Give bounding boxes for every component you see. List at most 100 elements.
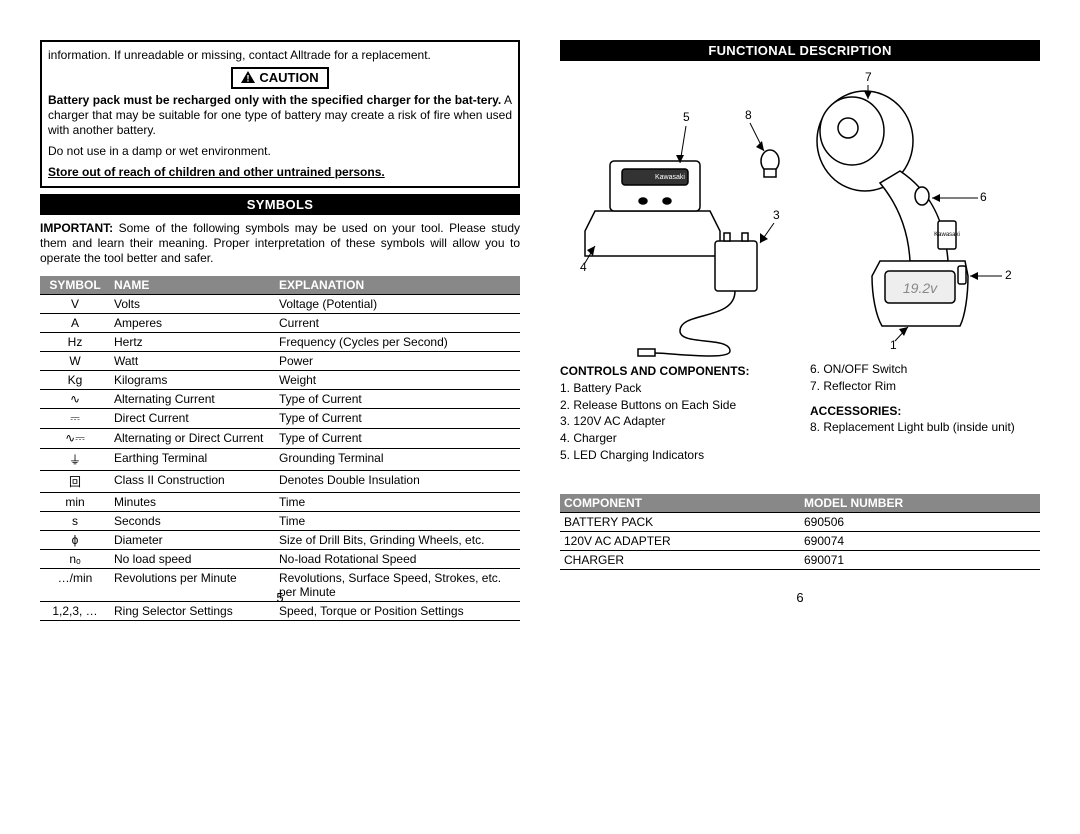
cell-explanation: Grounding Terminal [275,449,520,471]
cell-symbol: V [40,295,110,314]
cell-explanation: Size of Drill Bits, Grinding Wheels, etc… [275,531,520,550]
th-explanation: EXPLANATION [275,276,520,295]
cell-name: Diameter [110,531,275,550]
cell-name: No load speed [110,550,275,569]
cell-explanation: Weight [275,371,520,390]
table-row: WWattPower [40,352,520,371]
caution-line2: Do not use in a damp or wet environment. [48,144,512,159]
table-row: ⎓Direct CurrentType of Current [40,409,520,429]
cell-explanation: Frequency (Cycles per Second) [275,333,520,352]
warning-icon: ! [241,71,255,86]
list-item: 6. ON/OFF Switch [810,361,1040,378]
cell-component: CHARGER [560,550,800,569]
functional-header: FUNCTIONAL DESCRIPTION [560,40,1040,61]
table-row: BATTERY PACK690506 [560,512,1040,531]
cell-symbol: Kg [40,371,110,390]
table-row: VVoltsVoltage (Potential) [40,295,520,314]
cell-explanation: Time [275,493,520,512]
list-item: 3. 120V AC Adapter [560,413,790,430]
caution-box: information. If unreadable or missing, c… [40,40,520,188]
th-symbol: SYMBOL [40,276,110,295]
accessories-heading: ACCESSORIES: [810,403,1040,420]
th-name: NAME [110,276,275,295]
cell-symbol: s [40,512,110,531]
svg-text:19.2v: 19.2v [903,280,938,296]
info-line: information. If unreadable or missing, c… [48,48,512,63]
caution-body: Battery pack must be recharged only with… [48,93,512,138]
caution-label: CAUTION [259,70,318,85]
table-row: minMinutesTime [40,493,520,512]
svg-text:!: ! [247,74,250,84]
cell-name: Seconds [110,512,275,531]
page-number-right: 6 [560,590,1040,605]
table-header-row: COMPONENT MODEL NUMBER [560,494,1040,513]
cell-symbol: A [40,314,110,333]
svg-text:6: 6 [980,190,987,204]
th-model: MODEL NUMBER [800,494,1040,513]
cell-symbol: min [40,493,110,512]
caution-pill: ! CAUTION [231,67,328,89]
list-item: 4. Charger [560,430,790,447]
cell-name: Kilograms [110,371,275,390]
caution-line3: Store out of reach of children and other… [48,165,512,180]
table-header-row: SYMBOL NAME EXPLANATION [40,276,520,295]
cell-model: 690071 [800,550,1040,569]
list-item: 8. Replacement Light bulb (inside unit) [810,419,1040,436]
cell-symbol: ⎓ [40,409,110,429]
svg-text:Kawasaki: Kawasaki [934,232,960,238]
table-row: ∿Alternating CurrentType of Current [40,390,520,409]
page-right: FUNCTIONAL DESCRIPTION 5 4 [560,40,1040,621]
table-row: 回Class II ConstructionDenotes Double Ins… [40,471,520,493]
table-row: nₒNo load speedNo-load Rotational Speed [40,550,520,569]
table-row: ∿⎓Alternating or Direct CurrentType of C… [40,429,520,449]
table-row: ⏚Earthing TerminalGrounding Terminal [40,449,520,471]
table-row: 120V AC ADAPTER690074 [560,531,1040,550]
cell-name: Alternating or Direct Current [110,429,275,449]
cell-name: Amperes [110,314,275,333]
cell-model: 690074 [800,531,1040,550]
cell-explanation: Time [275,512,520,531]
cell-symbol: ∿ [40,390,110,409]
product-diagram: 5 4 3 8 [560,61,1040,361]
component-table: COMPONENT MODEL NUMBER BATTERY PACK69050… [560,494,1040,570]
svg-text:7: 7 [865,70,872,84]
symbols-header: SYMBOLS [40,194,520,215]
svg-text:Kawasaki: Kawasaki [655,174,685,181]
list-item: 5. LED Charging Indicators [560,447,790,464]
table-row: HzHertzFrequency (Cycles per Second) [40,333,520,352]
controls-block: CONTROLS AND COMPONENTS: 1. Battery Pack… [560,361,1040,464]
cell-symbol: nₒ [40,550,110,569]
table-row: CHARGER690071 [560,550,1040,569]
cell-name: Alternating Current [110,390,275,409]
table-row: sSecondsTime [40,512,520,531]
cell-explanation: Current [275,314,520,333]
cell-explanation: Denotes Double Insulation [275,471,520,493]
cell-component: BATTERY PACK [560,512,800,531]
svg-text:5: 5 [683,110,690,124]
cell-symbol: ∿⎓ [40,429,110,449]
list-item: 7. Reflector Rim [810,378,1040,395]
cell-explanation: Power [275,352,520,371]
cell-symbol: ⏚ [40,449,110,471]
cell-name: Class II Construction [110,471,275,493]
svg-text:3: 3 [773,208,780,222]
cell-explanation: Type of Current [275,390,520,409]
list-item: 1. Battery Pack [560,380,790,397]
cell-explanation: Type of Current [275,429,520,449]
cell-symbol: ϕ [40,531,110,550]
table-row: AAmperesCurrent [40,314,520,333]
cell-symbol: Hz [40,333,110,352]
list-item: 2. Release Buttons on Each Side [560,397,790,414]
symbols-table: SYMBOL NAME EXPLANATION VVoltsVoltage (P… [40,276,520,621]
cell-name: Watt [110,352,275,371]
cell-symbol: W [40,352,110,371]
cell-model: 690506 [800,512,1040,531]
cell-name: Volts [110,295,275,314]
th-component: COMPONENT [560,494,800,513]
table-row: ϕDiameterSize of Drill Bits, Grinding Wh… [40,531,520,550]
cell-explanation: Voltage (Potential) [275,295,520,314]
svg-text:2: 2 [1005,268,1012,282]
svg-text:8: 8 [745,108,752,122]
cell-explanation: No-load Rotational Speed [275,550,520,569]
page-left: information. If unreadable or missing, c… [40,40,520,621]
